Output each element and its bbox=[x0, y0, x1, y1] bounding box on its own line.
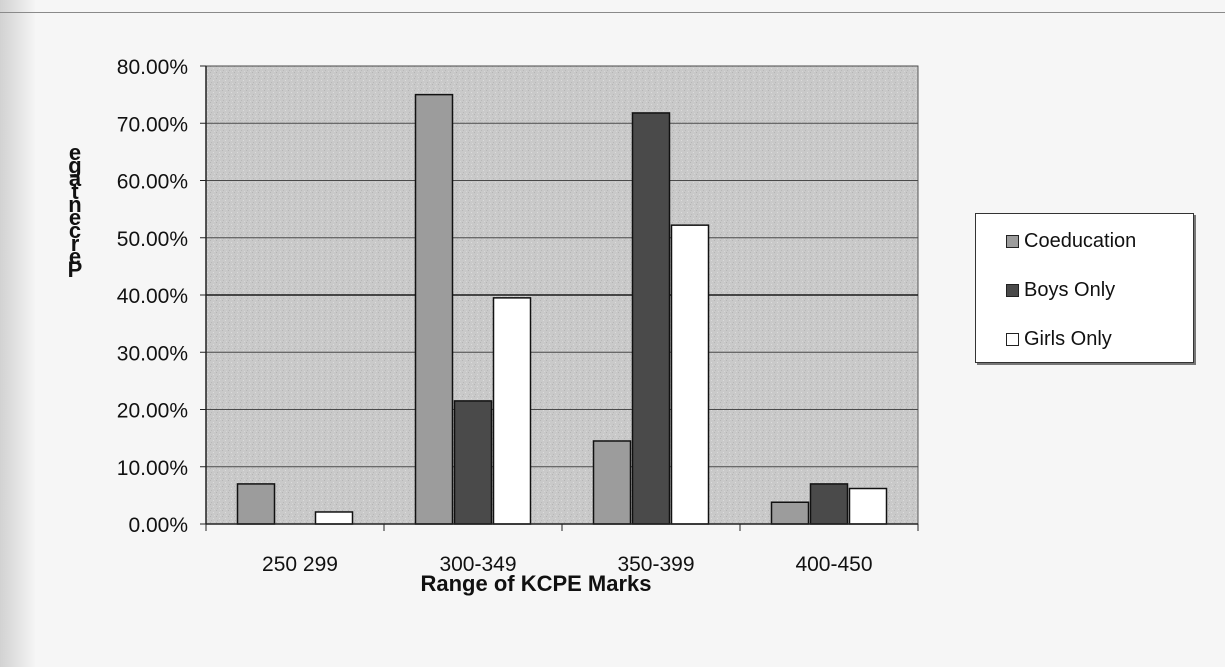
x-tick-labels: 250 299 300-349 350-399 400-450 bbox=[262, 553, 873, 576]
bar-girls-only bbox=[492, 297, 532, 525]
legend-item: Girls Only bbox=[1006, 327, 1112, 351]
bar-coeducation bbox=[414, 93, 454, 525]
top-rule bbox=[0, 12, 1225, 13]
legend-label: Boys Only bbox=[1024, 278, 1116, 301]
legend-label: Coeducation bbox=[1024, 229, 1137, 252]
y-axis-title-letter: a bbox=[69, 166, 82, 191]
y-axis-title-letter: t bbox=[71, 179, 79, 204]
bar-boys-only bbox=[453, 400, 493, 525]
y-tick-label: 40.00% bbox=[117, 285, 188, 308]
y-axis-title-letter: e bbox=[69, 205, 81, 230]
x-tick-label: 300-349 bbox=[439, 553, 516, 576]
y-tick-labels: 0.00% 10.00% 20.00% 30.00% 40.00% 50.00% 60.00… bbox=[117, 56, 188, 537]
y-axis-title-letter: r bbox=[71, 231, 80, 256]
gridlines bbox=[200, 65, 918, 525]
y-axis-title-letter: g bbox=[68, 153, 81, 178]
bar-coeducation bbox=[592, 440, 632, 525]
scan-edge-shadow bbox=[0, 0, 36, 667]
bar-boys-only bbox=[809, 483, 849, 525]
bar-girls-only bbox=[670, 224, 710, 525]
bar-boys-only bbox=[631, 112, 671, 525]
y-tick-label: 30.00% bbox=[117, 342, 188, 365]
x-tick-label: 400-450 bbox=[795, 553, 872, 576]
y-tick-label: 50.00% bbox=[117, 228, 188, 251]
x-tick-label: 250 299 bbox=[262, 553, 338, 576]
legend-label: Girls Only bbox=[1024, 327, 1112, 350]
y-tick-label: 10.00% bbox=[117, 457, 188, 480]
legend: Coeducation Boys Only Girls Only bbox=[975, 213, 1194, 363]
y-axis-title-letter: c bbox=[69, 218, 81, 243]
bar-coeducation bbox=[770, 501, 810, 525]
bar-coeducation bbox=[236, 483, 276, 525]
y-tick-label: 70.00% bbox=[117, 113, 188, 136]
legend-swatch bbox=[1006, 332, 1019, 346]
y-axis-title-letter: e bbox=[69, 244, 81, 269]
y-axis-title-letter: e bbox=[69, 140, 81, 165]
bar-girls-only bbox=[314, 511, 354, 525]
axes bbox=[205, 66, 919, 531]
y-tick-label: 20.00% bbox=[117, 400, 188, 423]
x-tick-label: 350-399 bbox=[617, 553, 694, 576]
bars bbox=[236, 93, 888, 525]
legend-swatch bbox=[1006, 283, 1019, 297]
y-tick-label: 80.00% bbox=[117, 56, 188, 79]
y-axis-title-letter: P bbox=[68, 257, 83, 282]
y-axis-title-letter: n bbox=[68, 192, 81, 217]
x-axis-title: Range of KCPE Marks bbox=[420, 571, 651, 596]
y-tick-label: 0.00% bbox=[128, 514, 188, 537]
y-tick-label: 60.00% bbox=[117, 171, 188, 194]
legend-item: Boys Only bbox=[1006, 278, 1115, 302]
legend-swatch bbox=[1006, 234, 1019, 248]
bar-girls-only bbox=[848, 487, 888, 525]
legend-item: Coeducation bbox=[1006, 229, 1136, 253]
